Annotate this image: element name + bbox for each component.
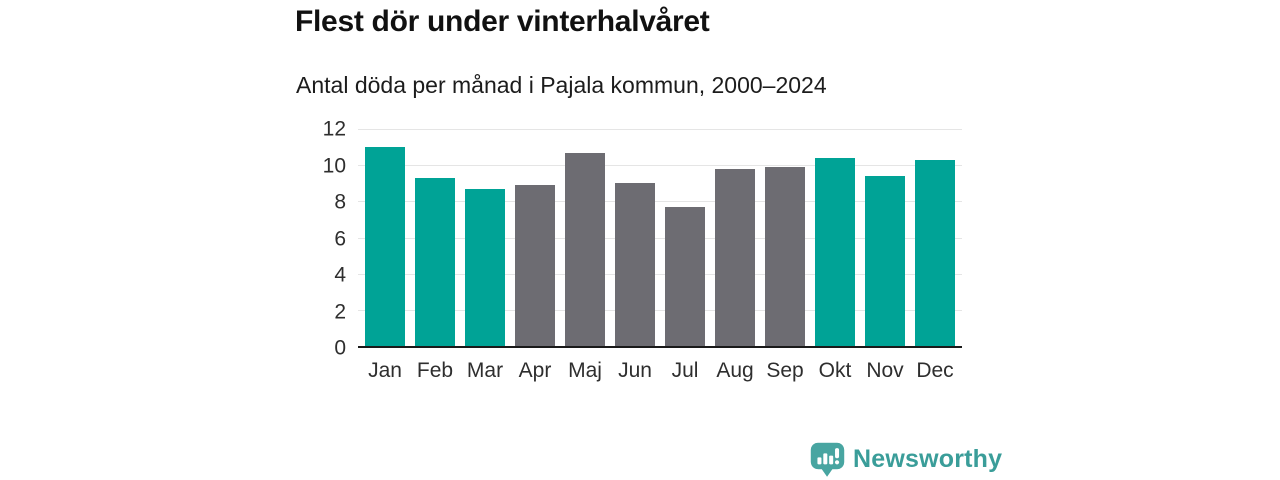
x-tick-label: Jan (368, 359, 402, 382)
plot-area (358, 129, 962, 348)
logo-bar-2 (823, 453, 828, 465)
bar-aug (715, 168, 755, 346)
logo-bar-1 (817, 457, 822, 465)
logo-bar-3 (829, 455, 834, 465)
x-tick-label: Mar (466, 359, 504, 382)
y-tick-label: 2 (334, 300, 346, 324)
y-tick-label: 0 (334, 336, 346, 360)
newsworthy-logo-icon (810, 442, 845, 477)
gridline (358, 201, 962, 203)
bar-mar (465, 188, 505, 346)
bar-okt (815, 157, 855, 346)
bar-feb (415, 177, 455, 346)
x-tick-label: Dec (916, 359, 954, 382)
x-tick-label: Aug (716, 359, 754, 382)
logo-exclamation-dot (834, 460, 840, 465)
gridline (358, 165, 962, 167)
bar-nov (865, 176, 905, 346)
y-axis: 0 2 4 6 8 10 12 (296, 119, 346, 359)
x-tick-label: Nov (866, 359, 904, 382)
bar-apr (515, 185, 555, 346)
bar-jan (365, 147, 405, 346)
brand-footer: Newsworthy (810, 441, 1002, 478)
gridline (358, 273, 962, 275)
x-tick-label: Okt (818, 359, 852, 382)
brand-name: Newsworthy (853, 445, 1003, 473)
chart-subtitle: Antal döda per månad i Pajala kommun, 20… (296, 72, 827, 98)
x-tick-label: Jun (618, 359, 652, 382)
x-tick-label: Feb (416, 359, 454, 382)
chart-title: Flest dör under vinterhalvåret (295, 5, 710, 38)
bar-jun (615, 183, 655, 346)
bar-maj (565, 152, 605, 346)
x-tick-label: Apr (518, 359, 552, 382)
bars-row (358, 129, 962, 346)
bar-dec (915, 159, 955, 346)
y-tick-label: 8 (334, 190, 346, 214)
y-tick-label: 6 (334, 227, 346, 250)
x-tick-label: Sep (766, 359, 804, 382)
x-tick-label: Jul (671, 359, 699, 382)
gridline (358, 309, 962, 311)
bar-jul (665, 206, 705, 346)
y-tick-label: 10 (322, 154, 346, 177)
gridline (358, 237, 962, 239)
y-tick-label: 4 (334, 263, 346, 287)
bar-sep (765, 166, 805, 346)
x-tick-label: Maj (568, 359, 602, 382)
x-axis: Jan Feb Mar Apr Maj Jun Jul Aug Sep Okt Nov Dec (358, 359, 962, 383)
y-tick-label: 12 (322, 117, 346, 141)
gridline (358, 129, 962, 130)
logo-exclamation-line (835, 448, 840, 459)
